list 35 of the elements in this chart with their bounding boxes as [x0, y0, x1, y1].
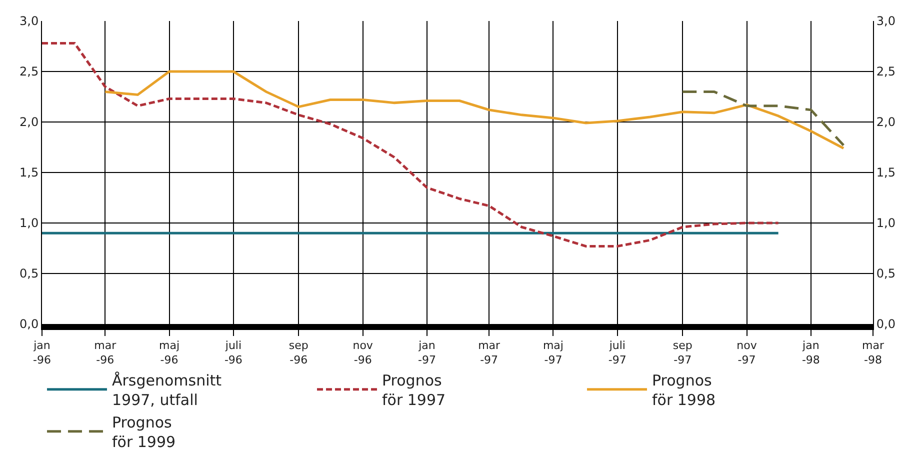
y-tick-label: 1,0 [20, 216, 39, 230]
y-tick-label: 2,0 [20, 115, 39, 130]
y-tick-label: 0,5 [20, 266, 39, 281]
x-tick-label: nov -97 [736, 339, 758, 366]
line-series [42, 42, 780, 248]
y2-tick-label: 0,5 [876, 266, 896, 281]
y2-tick-label: 1,0 [876, 216, 896, 230]
x-tick-label: mar -97 [478, 339, 501, 366]
legend-label: Årsgenomsnitt 1997, utfall [112, 371, 222, 409]
legend-label: Prognos för 1999 [112, 413, 176, 451]
x-tick-label: sep -96 [288, 339, 308, 366]
x-tick-label: maj -97 [542, 339, 564, 366]
line-series [681, 90, 845, 146]
x-tick-label: mar -96 [94, 339, 117, 366]
x-tick-label: maj -96 [159, 339, 180, 366]
x-tick-label: jan -98 [802, 339, 820, 366]
legend-label: Prognos för 1997 [382, 371, 446, 409]
x-tick-label: sep -97 [672, 339, 692, 366]
y2-tick-label: 3,0 [876, 14, 896, 28]
x-tick-label: juli -96 [224, 339, 242, 366]
y2-tick-label: 1,5 [876, 166, 896, 180]
y-tick-label: 0,0 [20, 317, 39, 332]
y2-tick-label: 2,5 [876, 64, 896, 79]
y-tick-label: 2,5 [20, 64, 39, 79]
y-tick-label: 3,0 [20, 14, 39, 28]
y2-tick-label: 2,0 [876, 115, 896, 130]
y-tick-label: 1,5 [20, 166, 39, 180]
x-tick-label: jan -96 [32, 339, 51, 366]
x-tick-label: jan -97 [418, 339, 436, 366]
legend-label: Prognos för 1998 [652, 371, 716, 409]
y2-tick-label: 0,0 [876, 317, 896, 332]
line-series [104, 70, 845, 150]
x-tick-label: nov -96 [352, 339, 374, 366]
x-tick-label: mar -98 [862, 339, 884, 366]
x-tick-label: juli -97 [608, 339, 626, 366]
